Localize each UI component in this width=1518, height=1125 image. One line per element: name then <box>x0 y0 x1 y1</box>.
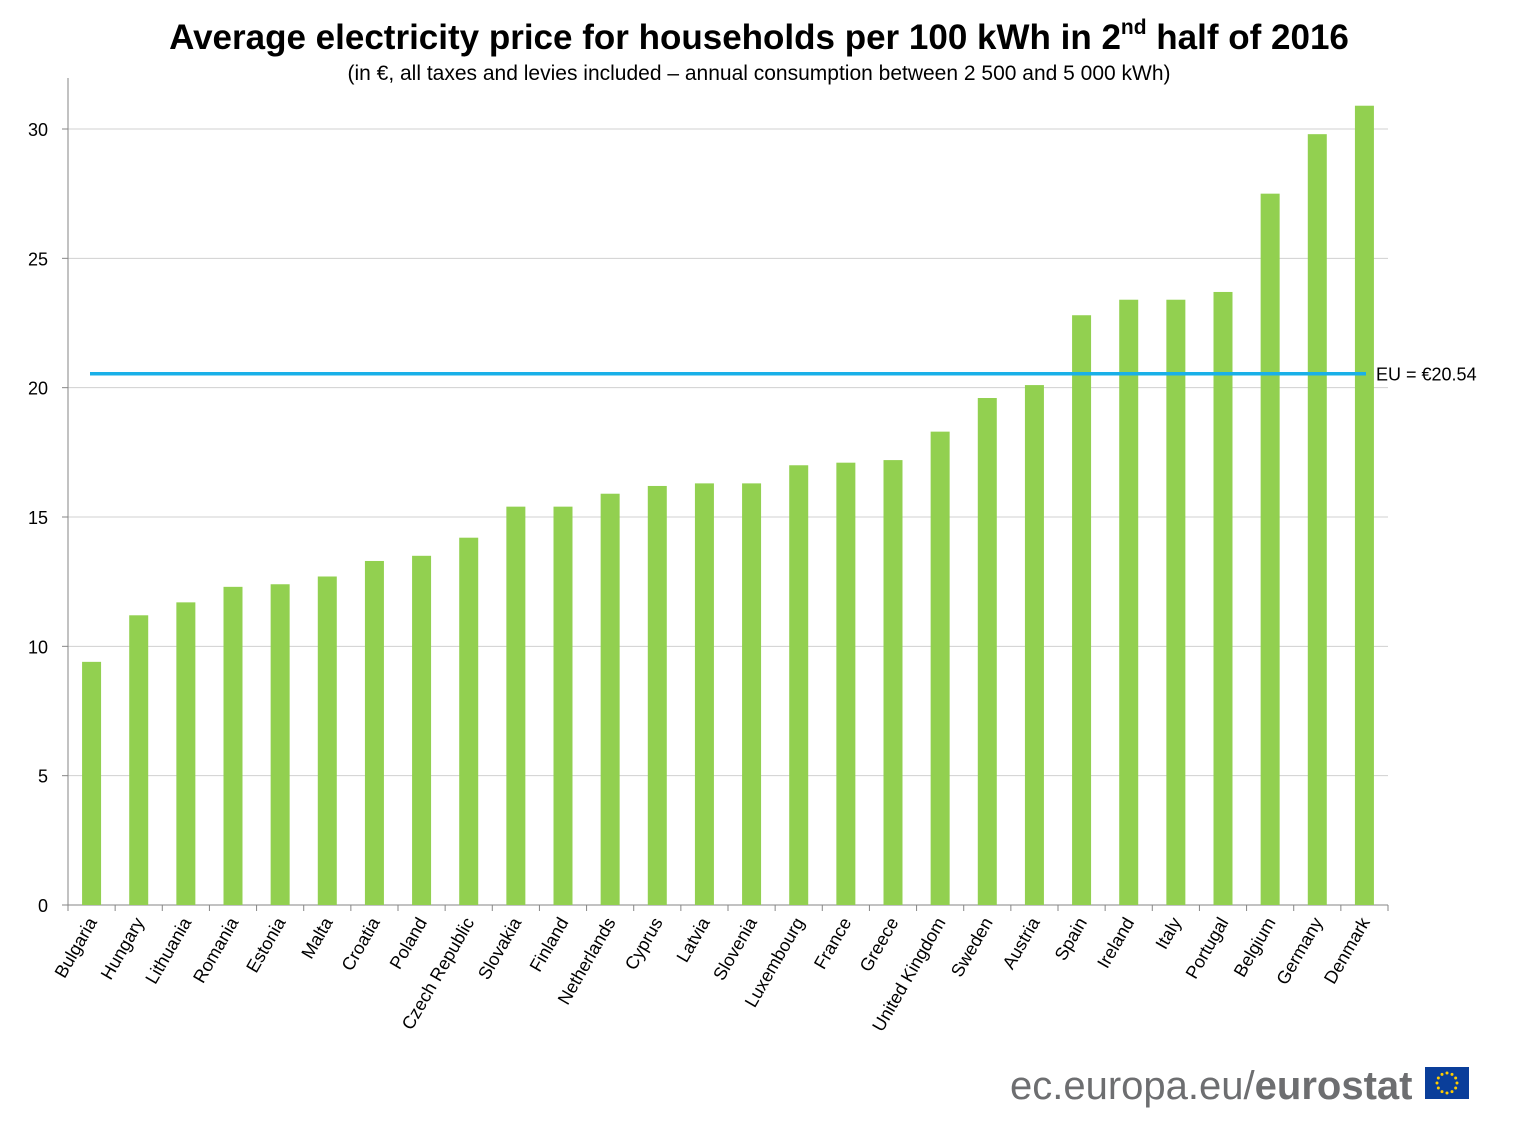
eu-flag-star <box>1440 1090 1444 1094</box>
bar-luxembourg <box>789 465 809 905</box>
x-tick-label: Germany <box>1272 914 1326 988</box>
chart-title: Average electricity price for households… <box>0 14 1518 62</box>
eu-flag-star <box>1436 1076 1440 1080</box>
y-tick-label: 10 <box>28 637 48 657</box>
bar-cyprus <box>647 485 667 905</box>
chart-subtitle: (in €, all taxes and levies included – a… <box>347 62 1171 85</box>
eu-flag-star <box>1455 1081 1459 1085</box>
bar-portugal <box>1213 291 1233 906</box>
bar-united-kingdom <box>930 431 950 905</box>
bar-spain <box>1072 315 1092 905</box>
x-tick-label: Sweden <box>947 914 997 980</box>
bar-malta <box>317 576 337 905</box>
bar-slovenia <box>742 483 762 905</box>
bar-finland <box>553 506 573 905</box>
bar-croatia <box>364 560 384 905</box>
x-tick-label: Estonia <box>242 913 290 976</box>
eu-flag-star <box>1445 1071 1449 1075</box>
bar-greece <box>883 460 903 905</box>
x-tick-label: Finland <box>526 914 573 975</box>
footer-site: ec.europa.eu/ <box>1010 1064 1255 1108</box>
eu-flag-star <box>1436 1086 1440 1090</box>
chart-title-main: Average electricity price for households… <box>169 18 1121 57</box>
bar-estonia <box>270 584 290 905</box>
chart-title-rest: half of 2016 <box>1146 18 1349 57</box>
eu-flag-star <box>1445 1091 1449 1095</box>
bar-lithuania <box>176 602 196 905</box>
bar-hungary <box>129 615 149 905</box>
x-tick-label: Bulgaria <box>51 913 102 981</box>
bar-germany <box>1307 134 1327 905</box>
x-tick-label: Greece <box>856 914 903 975</box>
bar-denmark <box>1354 105 1374 906</box>
y-tick-label: 20 <box>28 379 48 399</box>
y-tick-label: 5 <box>38 767 48 787</box>
eu-flag-star <box>1454 1076 1458 1080</box>
x-tick-label: Spain <box>1051 914 1091 964</box>
bar-austria <box>1024 385 1044 906</box>
bar-france <box>836 462 856 905</box>
eu-flag-star <box>1440 1072 1444 1076</box>
chart-title-superscript: nd <box>1120 16 1147 39</box>
bar-slovakia <box>506 506 526 905</box>
x-tick-label: Malta <box>297 913 337 962</box>
x-tick-label: Croatia <box>338 913 385 974</box>
bar-poland <box>412 555 432 905</box>
y-tick-label: 30 <box>28 120 48 140</box>
eu-flag-star <box>1435 1081 1439 1085</box>
x-tick-label: France <box>810 914 855 973</box>
y-tick-label: 0 <box>38 896 48 916</box>
x-tick-label: Slovenia <box>709 913 761 984</box>
eu-flag-star <box>1450 1072 1454 1076</box>
bar-czech-republic <box>459 537 479 905</box>
eu-flag-star <box>1454 1086 1458 1090</box>
x-tick-label: Lithuania <box>141 913 195 987</box>
x-tick-label: Portugal <box>1182 914 1233 982</box>
x-tick-label: Latvia <box>673 913 715 965</box>
x-tick-label: Hungary <box>97 914 148 983</box>
x-tick-label: Italy <box>1151 914 1185 953</box>
bar-ireland <box>1119 299 1139 906</box>
bar-sweden <box>977 398 997 905</box>
eu-flag-star <box>1450 1090 1454 1094</box>
x-tick-label: Romania <box>189 913 243 986</box>
eu-average-label: EU = €20.54 <box>1376 365 1477 385</box>
bar-romania <box>223 586 243 905</box>
y-tick-label: 15 <box>28 508 48 528</box>
x-tick-label: Poland <box>386 914 431 973</box>
bar-belgium <box>1260 193 1280 905</box>
eu-flag-icon <box>1425 1067 1469 1099</box>
eurostat-logo-text[interactable]: ec.europa.eu/eurostat <box>1010 1060 1412 1112</box>
bar-bulgaria <box>82 661 102 905</box>
bar-latvia <box>694 483 714 905</box>
x-tick-label: Denmark <box>1320 913 1374 987</box>
x-tick-label: Ireland <box>1093 914 1138 972</box>
bar-netherlands <box>600 493 620 905</box>
bar-italy <box>1166 299 1186 906</box>
x-tick-label: Cyprus <box>621 914 667 973</box>
y-tick-label: 25 <box>28 249 48 269</box>
footer-brand: eurostat <box>1254 1064 1413 1108</box>
x-tick-label: Slovakia <box>474 913 526 983</box>
x-tick-label: Belgium <box>1230 914 1280 980</box>
x-tick-label: Austria <box>999 913 1045 972</box>
